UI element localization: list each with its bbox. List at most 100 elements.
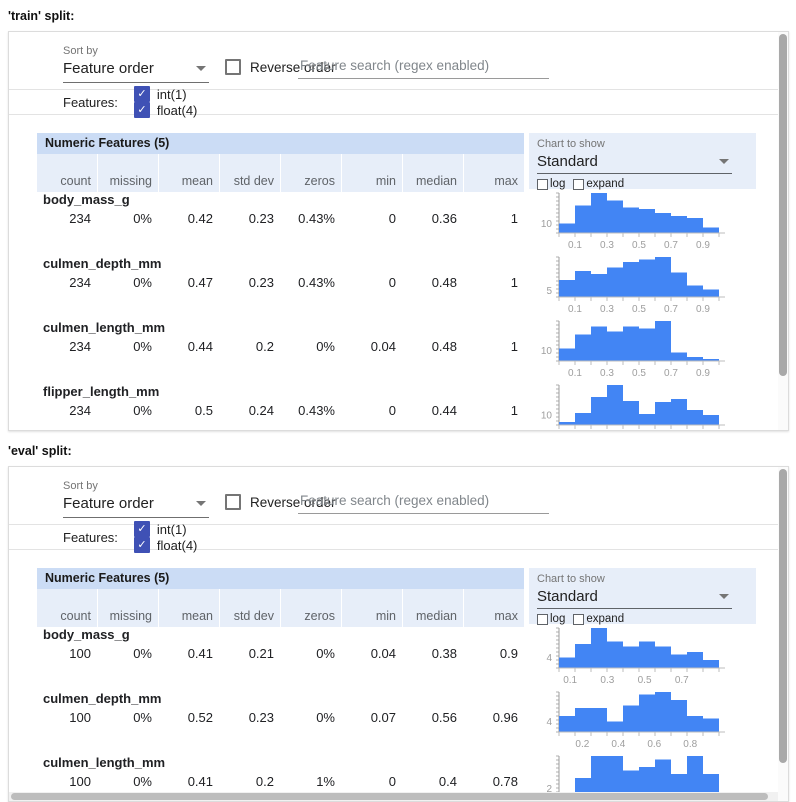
stat-value: 0.41 — [187, 774, 213, 789]
svg-text:0.3: 0.3 — [600, 304, 614, 315]
feature-type-label: float(4) — [156, 102, 198, 118]
stat-value: 0.52 — [187, 710, 213, 725]
svg-text:4: 4 — [546, 653, 552, 664]
stat-value: 0.2 — [255, 339, 274, 354]
expand-checkbox[interactable] — [573, 178, 585, 190]
train-split-title: 'train' split: — [8, 9, 75, 23]
feature-type-label: int(1) — [156, 521, 187, 537]
divider — [9, 89, 788, 90]
stat-value: 0.56 — [431, 710, 457, 725]
eval-split-panel: Sort by Feature order Reverse order Feat… — [8, 466, 789, 802]
sort-by-dropdown[interactable]: Feature order — [63, 494, 209, 518]
column-header: max — [464, 589, 524, 627]
stat-value: 0.21 — [248, 646, 274, 661]
feature-row: flipper_length_mm 234 0% 0.5 0.24 0.43% 0 0.44 1 — [37, 384, 524, 418]
feature-name: culmen_length_mm — [43, 320, 166, 335]
chart-type-value: Standard — [537, 153, 598, 170]
svg-text:0.1: 0.1 — [568, 304, 582, 315]
column-header: count — [37, 589, 97, 627]
feature-row: culmen_length_mm 100 0% 0.41 0.2 1% 0 0.4 0.78 — [37, 755, 524, 789]
features-label: Features: — [63, 94, 118, 110]
stat-value: 0.07 — [370, 710, 396, 725]
chart-type-dropdown[interactable]: Standard — [537, 152, 732, 174]
chart-type-value: Standard — [537, 588, 598, 605]
vertical-scrollbar[interactable] — [778, 32, 788, 430]
feature-row: body_mass_g 234 0% 0.42 0.23 0.43% 0 0.36 1 — [37, 192, 524, 226]
controls-row: Sort by Feature order Reverse order Feat… — [9, 32, 788, 89]
feature-type-toggle: ✓ int(1) — [133, 521, 197, 537]
scrollbar-thumb[interactable] — [779, 469, 787, 763]
svg-text:0.5: 0.5 — [638, 675, 652, 686]
log-checkbox[interactable] — [537, 613, 548, 625]
feature-type-checkbox[interactable]: ✓ — [133, 537, 150, 553]
feature-stats: 100 0% 0.41 0.21 0% 0.04 0.38 0.9 — [37, 646, 524, 661]
feature-search-input[interactable]: Feature search (regex enabled) — [298, 491, 549, 514]
svg-text:0.5: 0.5 — [632, 304, 646, 315]
vertical-scrollbar[interactable] — [778, 467, 788, 801]
stat-value: 1 — [510, 403, 518, 418]
feature-stats: 234 0% 0.42 0.23 0.43% 0 0.36 1 — [37, 211, 524, 226]
reverse-order-checkbox[interactable] — [225, 494, 241, 510]
sort-by-label: Sort by — [63, 480, 98, 492]
reverse-order-checkbox[interactable] — [225, 59, 241, 75]
column-header: min — [342, 154, 402, 192]
train-split-panel: Sort by Feature order Reverse order Feat… — [8, 31, 789, 431]
stat-value: 0.04 — [370, 646, 396, 661]
feature-type-checkbox[interactable]: ✓ — [133, 521, 150, 537]
stat-value: 0.48 — [431, 275, 457, 290]
stat-value: 0 — [388, 403, 396, 418]
reverse-order-label: Reverse order — [250, 59, 336, 75]
feature-stats: 100 0% 0.41 0.2 1% 0 0.4 0.78 — [37, 774, 524, 789]
feature-type-toggles: ✓ int(1) ✓ float(4) — [133, 521, 215, 553]
column-header: zeros — [281, 589, 341, 627]
histogram-chart[interactable]: 4 0.2 0.4 0.6 0.8 — [529, 688, 756, 752]
svg-text:0.1: 0.1 — [563, 675, 577, 686]
svg-text:0.9: 0.9 — [696, 240, 710, 251]
stat-value: 0% — [133, 275, 152, 290]
column-header: std dev — [220, 154, 280, 192]
stat-value: 1 — [510, 275, 518, 290]
feature-name: body_mass_g — [43, 192, 130, 207]
stat-value: 0.9 — [499, 646, 518, 661]
expand-label: expand — [586, 178, 625, 190]
stat-value: 0 — [388, 211, 396, 226]
expand-option: expand — [573, 178, 624, 190]
feature-type-checkbox[interactable]: ✓ — [133, 102, 150, 118]
log-option: log — [537, 613, 565, 625]
feature-search-input[interactable]: Feature search (regex enabled) — [298, 56, 549, 79]
sort-by-value: Feature order — [63, 60, 154, 77]
column-header: missing — [98, 154, 158, 192]
stat-value: 1% — [316, 774, 335, 789]
chevron-down-icon — [719, 159, 729, 164]
histogram-chart[interactable]: 100.10.30.50.70.9 — [529, 381, 756, 430]
svg-text:0.3: 0.3 — [600, 240, 614, 251]
stat-value: 0.42 — [187, 211, 213, 226]
log-checkbox[interactable] — [537, 178, 548, 190]
stat-value: 0.43% — [298, 211, 335, 226]
histogram-chart[interactable]: 20.20.40.6 — [529, 752, 756, 801]
svg-text:10: 10 — [541, 411, 553, 422]
column-header: zeros — [281, 154, 341, 192]
log-label: log — [550, 613, 566, 625]
chart-to-show-label: Chart to show — [537, 573, 605, 585]
stat-value: 0% — [133, 646, 152, 661]
feature-type-checkbox[interactable]: ✓ — [133, 86, 150, 102]
stat-value: 0.43% — [298, 403, 335, 418]
features-label: Features: — [63, 529, 118, 545]
features-filter-row: Features: ✓ int(1) ✓ float(4) — [9, 86, 788, 118]
expand-checkbox[interactable] — [573, 613, 585, 625]
chart-type-dropdown[interactable]: Standard — [537, 587, 732, 609]
stat-value: 0.48 — [431, 339, 457, 354]
feature-type-toggle: ✓ int(1) — [133, 86, 197, 102]
histogram-chart[interactable]: 5 0.1 0.3 0.5 0.7 0.9 — [529, 253, 756, 317]
svg-text:0.1: 0.1 — [568, 368, 582, 379]
sort-by-dropdown[interactable]: Feature order — [63, 59, 209, 83]
stat-value: 0.4 — [438, 774, 457, 789]
svg-text:0.1: 0.1 — [568, 240, 582, 251]
chart-to-show-label: Chart to show — [537, 138, 605, 150]
scrollbar-thumb[interactable] — [779, 34, 787, 377]
feature-name: culmen_length_mm — [43, 755, 166, 770]
histogram-chart[interactable]: 4 0.1 0.3 0.5 0.7 — [529, 624, 756, 688]
